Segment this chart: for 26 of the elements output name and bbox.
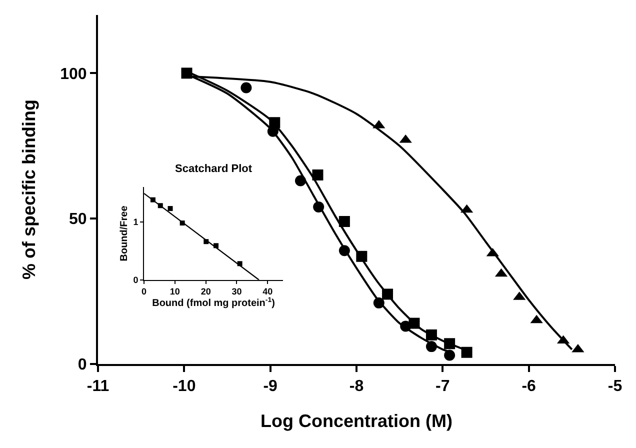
x-tick-label: 10 <box>170 286 180 297</box>
point <box>168 206 173 212</box>
y-axis-title: % of specific binding <box>18 99 39 280</box>
point <box>338 216 350 227</box>
x-axis-title: Log Concentration (M) <box>260 410 452 431</box>
x-tick-label: -7 <box>436 378 450 396</box>
x-tick-label: -10 <box>172 378 196 396</box>
point <box>240 82 252 94</box>
y-tick-label: 100 <box>60 66 87 83</box>
y-tick-label: 0 <box>78 356 87 374</box>
y-tick-label: 1 <box>133 217 138 228</box>
x-tick-label: 20 <box>200 286 211 297</box>
x-tick-label: -8 <box>349 378 364 396</box>
x-tick-label: -9 <box>263 378 278 396</box>
x-axis-title: Bound (fmol mg protein$^{-1}$) <box>152 296 276 310</box>
chart-title: Scatchard Plot <box>175 163 252 175</box>
x-tick-label: -5 <box>608 378 622 396</box>
x-tick-label: -11 <box>86 378 110 396</box>
x-tick-label: 0 <box>142 286 147 297</box>
point <box>461 346 472 358</box>
y-axis-title: Bound/Free <box>119 205 130 262</box>
x-tick-label: -6 <box>522 378 536 396</box>
y-tick-label: 50 <box>69 211 87 228</box>
point <box>312 169 324 180</box>
x-tick-label: 40 <box>262 286 273 297</box>
x-tick-label: 30 <box>232 286 242 297</box>
